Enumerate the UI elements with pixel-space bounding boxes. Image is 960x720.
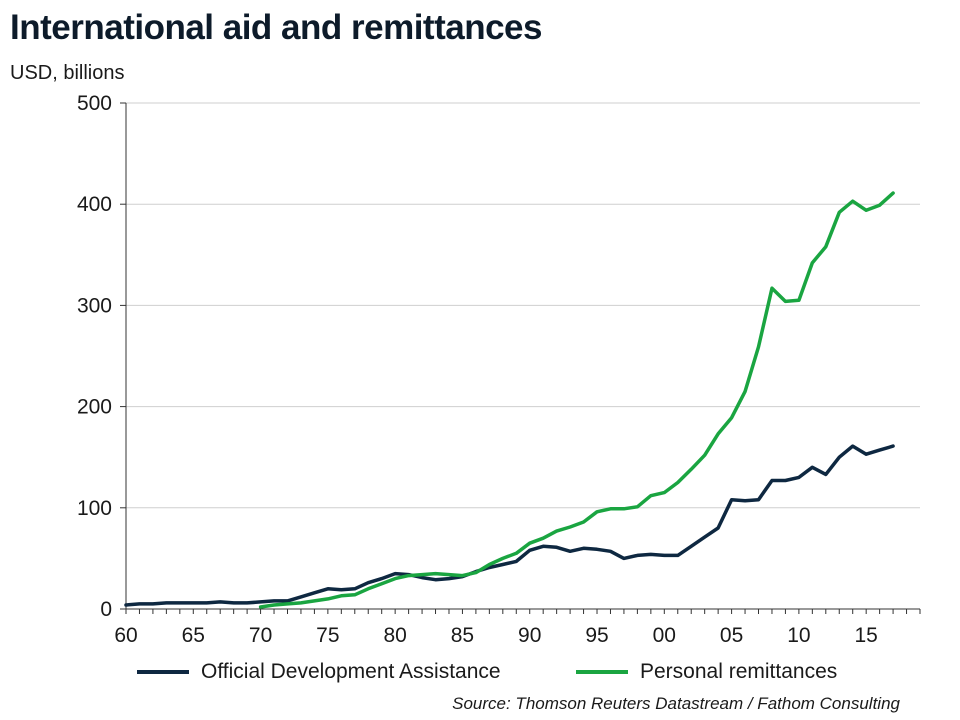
series-line-oda bbox=[124, 444, 895, 607]
y-tick-label-200: 200 bbox=[77, 396, 112, 419]
x-tick-label-1980: 80 bbox=[383, 624, 406, 647]
x-tick-label-1975: 75 bbox=[316, 624, 339, 647]
legend-swatch-remittances bbox=[576, 670, 628, 674]
x-tick-label-2000: 00 bbox=[653, 624, 676, 647]
x-tick-label-1985: 85 bbox=[451, 624, 474, 647]
x-tick-label-2015: 15 bbox=[854, 624, 877, 647]
legend-label-oda: Official Development Assistance bbox=[201, 660, 501, 683]
x-tick-label-1995: 95 bbox=[585, 624, 608, 647]
x-tick-label-1965: 65 bbox=[182, 624, 205, 647]
line-chart: 0 100 200 300 400 500 60 65 70 75 80 85 90 95 00 05 10 1… bbox=[77, 92, 921, 647]
legend: Official Development Assistance Personal… bbox=[0, 660, 960, 690]
series-line-remittances bbox=[258, 191, 895, 609]
legend-item-oda: Official Development Assistance bbox=[137, 660, 501, 684]
y-tick-label-0: 0 bbox=[100, 598, 112, 621]
source-note: Source: Thomson Reuters Datastream / Fat… bbox=[452, 694, 900, 713]
legend-swatch-oda bbox=[137, 670, 189, 674]
x-tick-label-1960: 60 bbox=[114, 624, 137, 647]
x-tick-label-2005: 05 bbox=[720, 624, 743, 647]
series-lines bbox=[124, 191, 895, 609]
legend-item-remittances: Personal remittances bbox=[576, 660, 837, 684]
y-tick-label-500: 500 bbox=[77, 92, 112, 115]
y-axis-unit-label: USD, billions bbox=[10, 62, 125, 84]
y-tick-label-400: 400 bbox=[77, 193, 112, 216]
x-tick-label-1970: 70 bbox=[249, 624, 272, 647]
legend-label-remittances: Personal remittances bbox=[640, 660, 838, 683]
chart-title: International aid and remittances bbox=[10, 8, 542, 47]
x-tick-label-1990: 90 bbox=[518, 624, 541, 647]
x-tick-label-2010: 10 bbox=[787, 624, 810, 647]
y-axis-ticks: 0 100 200 300 400 500 bbox=[77, 92, 126, 621]
gridlines bbox=[126, 102, 920, 509]
y-tick-label-300: 300 bbox=[77, 294, 112, 317]
y-tick-label-100: 100 bbox=[77, 497, 112, 520]
x-axis-ticks: 60 65 70 75 80 85 90 95 00 05 10 15 bbox=[114, 609, 921, 647]
axes bbox=[125, 103, 920, 610]
